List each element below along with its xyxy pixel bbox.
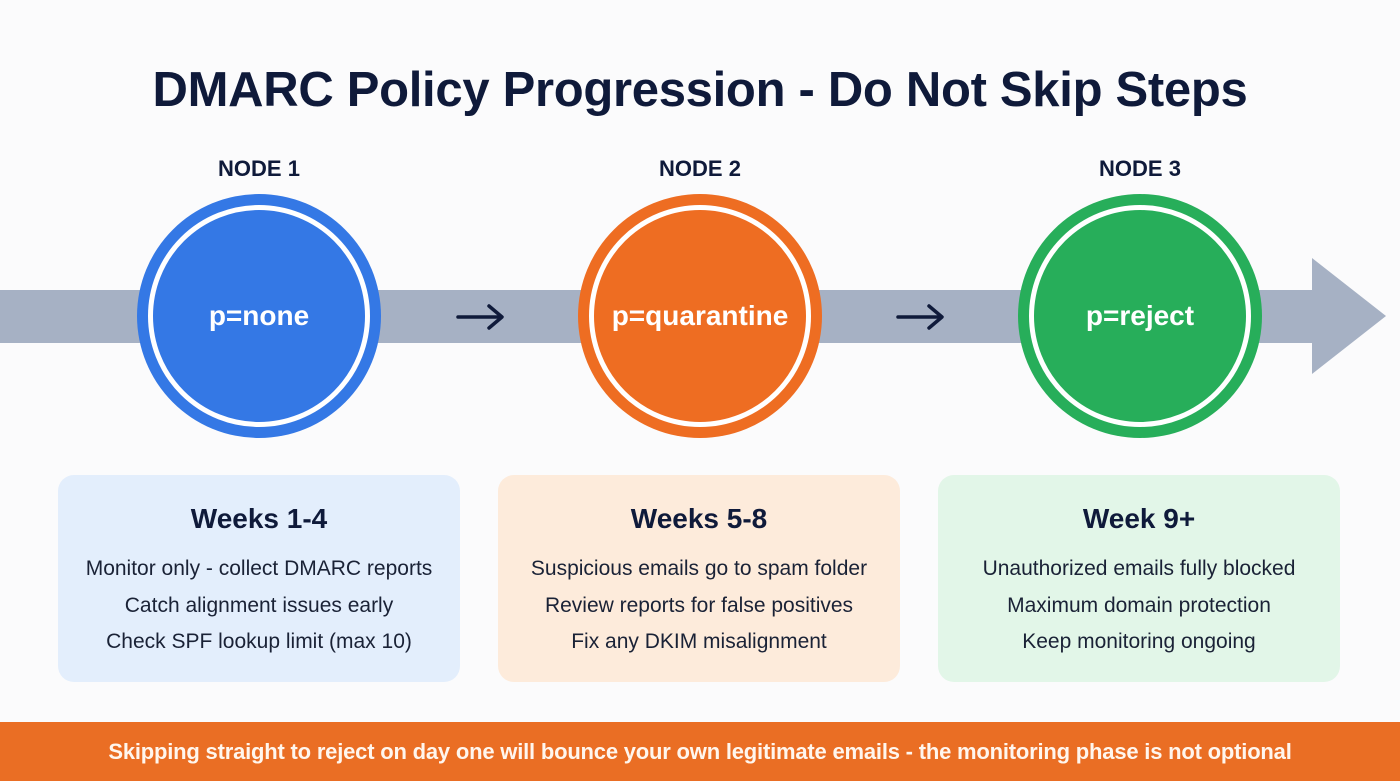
card-line: Check SPF lookup limit (max 10) xyxy=(106,630,412,653)
card-title: Weeks 1-4 xyxy=(190,503,328,534)
node-3-label: NODE 3 xyxy=(1099,156,1181,181)
node-1-circle: p=none xyxy=(137,194,381,438)
node-1-label: NODE 1 xyxy=(218,156,300,181)
card-line: Unauthorized emails fully blocked xyxy=(982,557,1296,580)
card-line: Catch alignment issues early xyxy=(124,593,394,617)
card-line: Maximum domain protection xyxy=(1007,593,1271,617)
node-2-label: NODE 2 xyxy=(659,156,741,181)
node-2-policy: p=quarantine xyxy=(611,300,789,331)
warning-banner-text: Skipping straight to reject on day one w… xyxy=(108,738,1292,764)
right-arrow-icon xyxy=(456,304,504,330)
node-2-circle: p=quarantine xyxy=(578,194,822,438)
card-line: Monitor only - collect DMARC reports xyxy=(85,557,433,580)
node-1-policy: p=none xyxy=(208,300,310,331)
right-arrow-icon xyxy=(896,304,944,330)
page-title: DMARC Policy Progression - Do Not Skip S… xyxy=(152,63,1248,117)
card-title: Week 9+ xyxy=(1082,503,1196,534)
node-ring xyxy=(1029,205,1251,427)
node-3-policy: p=reject xyxy=(1085,300,1195,331)
node-ring xyxy=(148,205,370,427)
phase-card-3: Week 9+ Unauthorized emails fully blocke… xyxy=(938,475,1340,682)
timeline-arrowhead-icon xyxy=(1312,258,1386,374)
phase-card-2: Weeks 5-8 Suspicious emails go to spam f… xyxy=(498,475,900,682)
phase-card-1: Weeks 1-4 Monitor only - collect DMARC r… xyxy=(58,475,460,682)
card-line: Keep monitoring ongoing xyxy=(1022,630,1256,653)
card-title: Weeks 5-8 xyxy=(630,503,768,534)
node-ring xyxy=(589,205,811,427)
warning-banner: Skipping straight to reject on day one w… xyxy=(0,722,1400,781)
card-line: Review reports for false positives xyxy=(544,593,854,617)
node-3-circle: p=reject xyxy=(1018,194,1262,438)
card-line: Suspicious emails go to spam folder xyxy=(530,557,868,580)
card-line: Fix any DKIM misalignment xyxy=(571,630,827,653)
